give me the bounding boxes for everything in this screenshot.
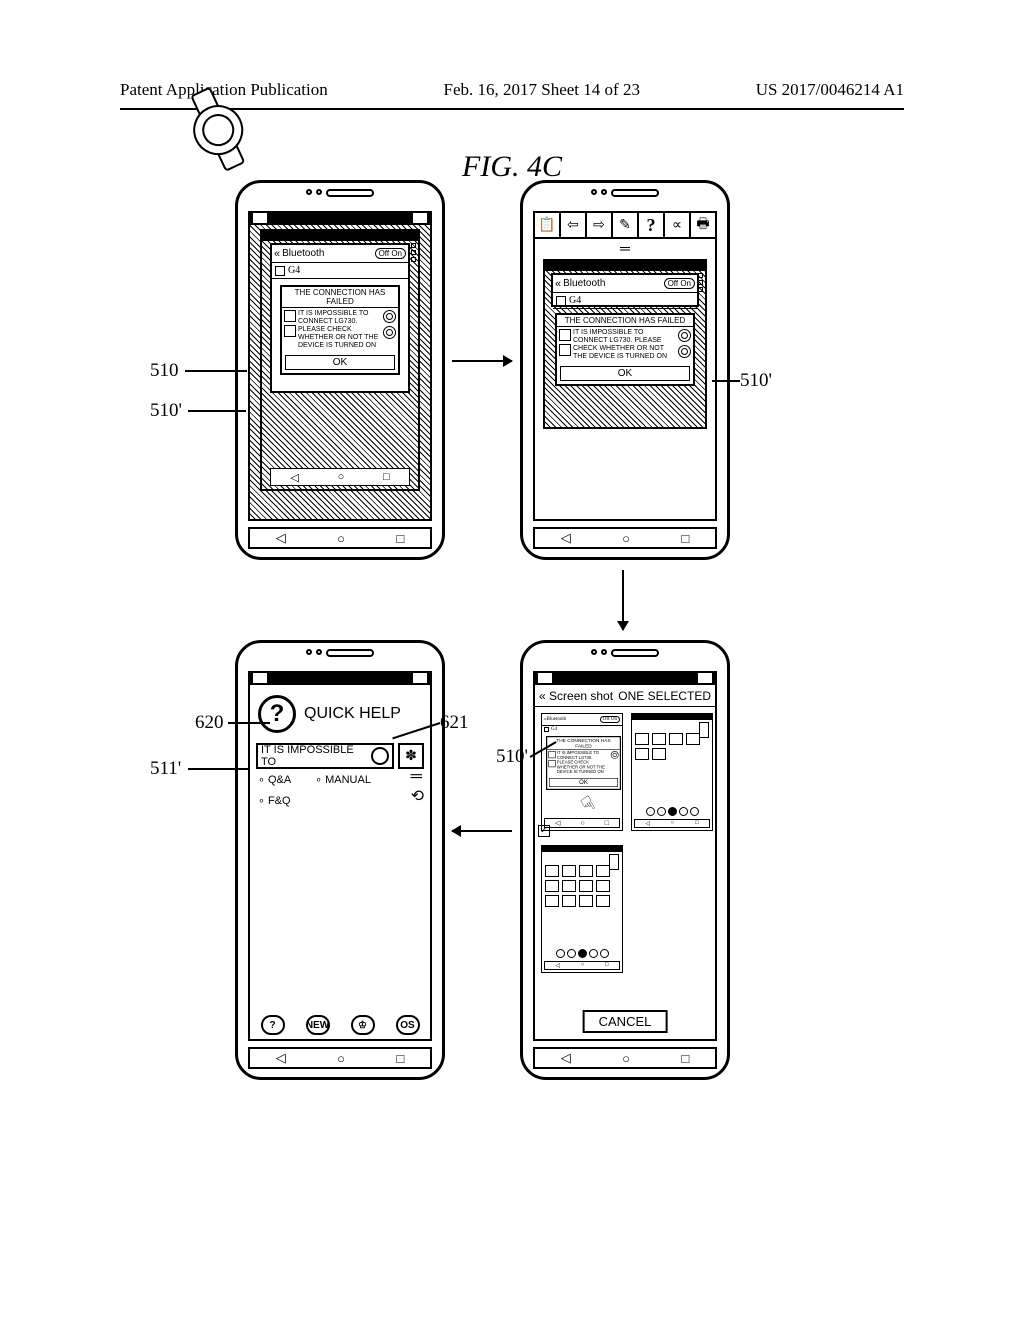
inner-window: « Bluetooth Off On G4 THE CONNECTION HAS… <box>260 229 420 491</box>
ref-621: 621 <box>440 712 469 734</box>
tool-redo[interactable]: ⇨ <box>587 213 613 237</box>
bluetooth-toggle[interactable]: Off On <box>375 248 406 259</box>
nav-bar[interactable]: ◁○□ <box>533 527 717 549</box>
phone-1-screen: « Bluetooth Off On G4 THE CONNECTION HAS… <box>248 211 432 521</box>
phone-top <box>238 183 442 197</box>
phone-3-screen: « Screen shot ONE SELECTED «BluetoothOff… <box>533 671 717 1041</box>
selection-count: ONE SELECTED <box>618 689 711 703</box>
tool-undo[interactable]: ⇦ <box>561 213 587 237</box>
tool-share[interactable]: ∝ <box>665 213 691 237</box>
faq-link[interactable]: ∘ F&Q <box>258 794 291 807</box>
ref-510-prime-r: 510' <box>740 370 772 392</box>
os-icon[interactable]: OS <box>396 1015 420 1035</box>
manual-link[interactable]: ∘ MANUAL <box>315 773 371 786</box>
dialog-title: THE CONNECTION HAS FAILED <box>282 287 398 308</box>
inner-nav: ◁○□ <box>270 468 410 486</box>
dialog-gear-icons <box>383 310 396 350</box>
finger-icon: ☟ <box>577 791 600 819</box>
phone-3: « Screen shot ONE SELECTED «BluetoothOff… <box>520 640 730 1080</box>
ref-510: 510 <box>150 360 179 382</box>
bluetooth-header: « Bluetooth Off On <box>272 245 408 263</box>
figure-area: FIG. 4C « Bluetooth Off On G4 <box>0 110 1024 184</box>
arrow-3-4 <box>452 830 512 832</box>
dialog-text: IT IS IMPOSSIBLE TO CONNECT LG730. PLEAS… <box>298 310 381 350</box>
crown-icon[interactable]: ♔ <box>351 1015 375 1035</box>
error-dialog: THE CONNECTION HAS FAILED IT IS IMPOSSIB… <box>555 313 695 386</box>
phone-4: ? QUICK HELP IT IS IMPOSSIBLE TO ✽ ∘ Q&A… <box>235 640 445 1080</box>
ref-511-prime: 511' <box>150 758 181 780</box>
nav-bar[interactable]: ◁○□ <box>533 1047 717 1069</box>
search-input[interactable]: IT IS IMPOSSIBLE TO <box>256 743 394 769</box>
bottom-icon-row: ? NEW ♔ OS <box>250 1015 430 1035</box>
header-right: US 2017/0046214 A1 <box>756 80 904 100</box>
arrow-1-2 <box>452 360 512 362</box>
screenshot-title: Screen shot <box>549 689 613 703</box>
page-header: Patent Application Publication Feb. 16, … <box>0 0 1024 108</box>
bluetooth-label: Bluetooth <box>563 278 605 289</box>
bluetooth-label: Bluetooth <box>282 248 324 259</box>
help-icon[interactable]: ? <box>261 1015 285 1035</box>
edit-toolbar[interactable]: 📋 ⇦ ⇨ ✎ ? ∝ 🖶 <box>535 213 715 239</box>
thumbnail-2[interactable]: ◁○□ <box>631 713 713 831</box>
qa-link[interactable]: ∘ Q&A <box>258 773 291 786</box>
phone-1: « Bluetooth Off On G4 THE CONNECTION HAS… <box>235 180 445 560</box>
header-left: Patent Application Publication <box>120 80 328 100</box>
phone-2-screen: 📋 ⇦ ⇨ ✎ ? ∝ 🖶 ═ «BluetoothOff On G4 THE … <box>533 211 717 521</box>
ok-button[interactable]: OK <box>560 366 690 381</box>
tool-help[interactable]: ? <box>639 213 665 237</box>
back-icon[interactable]: « <box>274 248 280 260</box>
quickhelp-title: QUICK HELP <box>304 705 401 723</box>
phone-4-screen: ? QUICK HELP IT IS IMPOSSIBLE TO ✽ ∘ Q&A… <box>248 671 432 1041</box>
thumbnail-3[interactable]: ◁○□ <box>541 845 623 973</box>
search-icon[interactable] <box>371 747 389 765</box>
ref-620: 620 <box>195 712 224 734</box>
error-dialog: THE CONNECTION HAS FAILED IT IS IMPOSSIB… <box>280 285 400 375</box>
ok-button[interactable]: OK <box>285 355 395 370</box>
header-mid: Feb. 16, 2017 Sheet 14 of 23 <box>444 80 640 100</box>
screenshot-header: « Screen shot ONE SELECTED <box>535 685 715 707</box>
cancel-button[interactable]: CANCEL <box>583 1010 668 1033</box>
quickhelp-logo: ? <box>258 695 296 733</box>
tool-pen[interactable]: ✎ <box>613 213 639 237</box>
dialog-icons <box>284 310 296 350</box>
bluetooth-toggle[interactable]: Off On <box>664 278 695 289</box>
new-icon[interactable]: NEW <box>306 1015 330 1035</box>
nav-bar[interactable]: ◁○□ <box>248 527 432 549</box>
scrollbar[interactable] <box>409 243 417 262</box>
ref-510-prime: 510' <box>150 400 182 422</box>
thumb-checkbox[interactable]: ✓ <box>538 825 550 837</box>
thumbnail-1[interactable]: «BluetoothOff On G4 THE CONNECTION HAS F… <box>541 713 623 831</box>
tool-save[interactable]: 🖶 <box>691 213 715 237</box>
ref-510-prime-c: 510' <box>496 746 528 768</box>
search-text: IT IS IMPOSSIBLE TO <box>261 744 371 768</box>
status-bar <box>250 213 430 225</box>
nav-bar[interactable]: ◁○□ <box>248 1047 432 1069</box>
filter-button[interactable]: ✽ <box>398 743 424 769</box>
figure-title: FIG. 4C <box>0 150 1024 184</box>
phone-2: 📋 ⇦ ⇨ ✎ ? ∝ 🖶 ═ «BluetoothOff On G4 THE … <box>520 180 730 560</box>
help-links: ∘ Q&A ∘ MANUAL <box>250 769 430 790</box>
device-row[interactable]: G4 <box>272 263 408 279</box>
arrow-2-3 <box>622 570 624 630</box>
tool-clipboard[interactable]: 📋 <box>535 213 561 237</box>
